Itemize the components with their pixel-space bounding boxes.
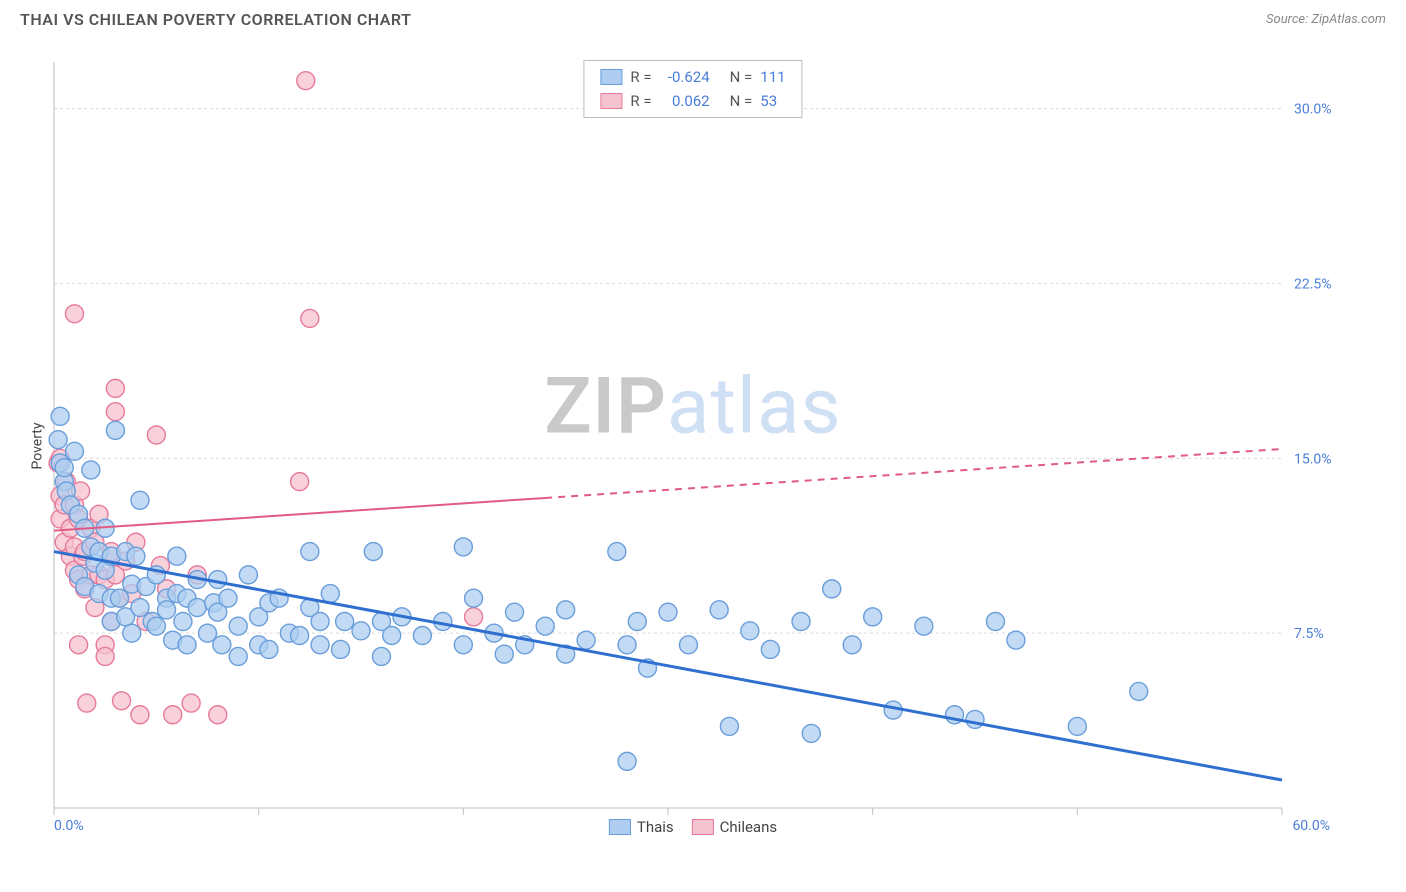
legend-item-thais: Thais — [609, 818, 674, 836]
legend-item-chileans: Chileans — [692, 818, 777, 836]
swatch-thais — [600, 69, 622, 85]
n-value-thais: 111 — [760, 65, 785, 89]
series-legend: Thais Chileans — [609, 818, 777, 836]
chart-title: THAI VS CHILEAN POVERTY CORRELATION CHAR… — [20, 10, 411, 29]
chart-area: ZIPatlas 7.5%15.0%22.5%30.0%0.0%60.0% R … — [48, 56, 1338, 836]
svg-text:22.5%: 22.5% — [1294, 276, 1332, 292]
svg-text:0.0%: 0.0% — [54, 818, 84, 834]
correlation-legend: R = -0.624 N = 111 R = 0.062 N = 53 — [583, 60, 802, 118]
scatter-chart: 7.5% 15.0% 22.5% 30.0% 0.0% 60.0% — [48, 56, 1338, 836]
svg-text:7.5%: 7.5% — [1294, 626, 1324, 642]
source-attribution: Source: ZipAtlas.com — [1266, 12, 1386, 27]
y-axis-label: Poverty — [30, 422, 46, 469]
swatch-thais-icon — [609, 819, 631, 835]
legend-label-thais: Thais — [637, 818, 674, 836]
legend-row-chileans: R = 0.062 N = 53 — [600, 89, 785, 113]
n-value-chileans: 53 — [760, 89, 777, 113]
svg-text:15.0%: 15.0% — [1294, 451, 1332, 467]
svg-text:30.0%: 30.0% — [1294, 102, 1332, 118]
legend-row-thais: R = -0.624 N = 111 — [600, 65, 785, 89]
legend-label-chileans: Chileans — [720, 818, 777, 836]
r-value-thais: -0.624 — [660, 65, 710, 89]
r-value-chileans: 0.062 — [660, 89, 710, 113]
swatch-chileans-icon — [692, 819, 714, 835]
svg-text:60.0%: 60.0% — [1292, 818, 1330, 834]
swatch-chileans — [600, 93, 622, 109]
